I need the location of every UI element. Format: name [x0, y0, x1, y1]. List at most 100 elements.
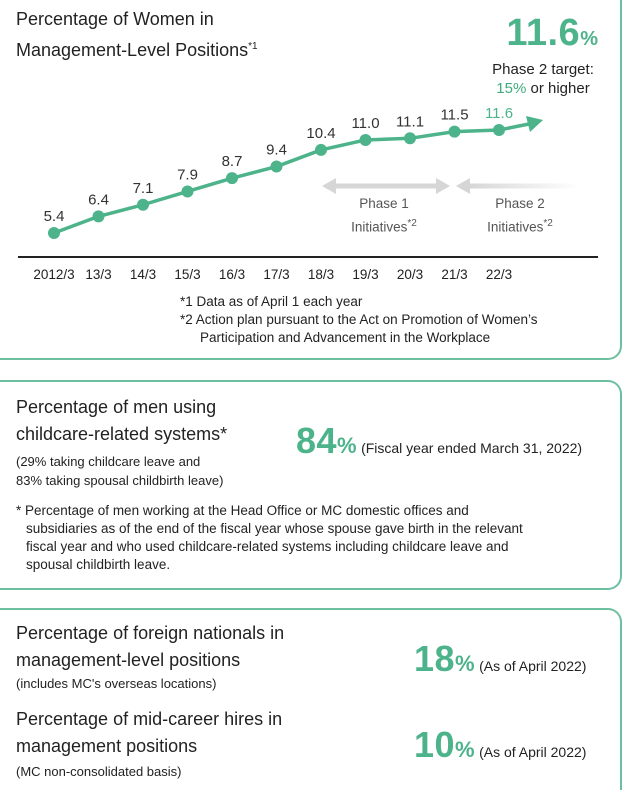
- data-label: 11.1: [396, 113, 424, 130]
- women-management-panel: [0, 0, 622, 360]
- foreign-nationals-title-line2: management-level positions: [16, 650, 241, 670]
- women-chart-title: Percentage of Women in Management-Level …: [16, 6, 258, 64]
- phase2-target-label: Phase 2 target:: [492, 61, 594, 78]
- mid-career-title: Percentage of mid-career hires in manage…: [16, 706, 282, 760]
- diversity-panel: [0, 608, 622, 790]
- women-line-chart: 2012/3 13/3 14/3 15/3 16/3 17/3 18/3 19/3 20/3 21…: [18, 105, 598, 282]
- foreign-nationals-value: 18% (As of April 2022): [414, 638, 586, 680]
- phase2-target-value: 15%: [496, 80, 527, 97]
- men-childcare-title: Percentage of men using childcare-relate…: [16, 394, 227, 448]
- mid-career-title-line1: Percentage of mid-career hires in: [16, 709, 283, 729]
- data-label: 8.7: [222, 153, 243, 170]
- phase2-label: Phase 2 Initiatives*2: [454, 194, 586, 238]
- series-line: [48, 116, 543, 239]
- women-chart-title-line1: Percentage of Women in: [16, 9, 214, 29]
- data-label: 10.4: [306, 125, 335, 142]
- series-trend-arrow-head: [526, 116, 543, 132]
- data-point: [137, 198, 149, 211]
- x-tick-label: 20/3: [397, 267, 423, 282]
- x-axis: 2012/3 13/3 14/3 15/3 16/3 17/3 18/3 19/3 20/3 21…: [18, 256, 598, 282]
- women-chart-title-sup: *1: [248, 41, 258, 52]
- x-tick-label: 16/3: [219, 267, 245, 282]
- x-tick-label: 13/3: [85, 267, 111, 282]
- phase2-arrow-head: [456, 178, 470, 194]
- note-1: *1 Data as of April 1 each year: [180, 294, 363, 309]
- data-point: [404, 132, 416, 145]
- x-tick-label: 18/3: [308, 267, 334, 282]
- data-label: 11.6: [485, 105, 513, 122]
- x-tick-label: 14/3: [130, 267, 156, 282]
- phase2-target-rest: or higher: [526, 80, 590, 97]
- phase-arrows: [322, 178, 580, 194]
- men-childcare-note-line1: * Percentage of men working at the Head …: [16, 503, 469, 518]
- x-tick-label: 15/3: [174, 267, 200, 282]
- women-chart-notes: *1 Data as of April 1 each year *2 Actio…: [180, 293, 537, 347]
- data-point: [315, 143, 327, 156]
- x-tick-label: 19/3: [352, 267, 378, 282]
- foreign-nationals-period: (As of April 2022): [479, 658, 587, 674]
- men-childcare-sub-line1: (29% taking childcare leave and: [16, 454, 201, 469]
- data-label: 11.5: [440, 107, 468, 124]
- phase1-label-sup: *2: [407, 218, 417, 229]
- foreign-nationals-title-line1: Percentage of foreign nationals in: [16, 623, 285, 643]
- data-label: 5.4: [44, 208, 65, 225]
- phase1-arrow-right-head: [436, 178, 450, 194]
- data-label: 6.4: [88, 191, 109, 208]
- data-point: [48, 227, 60, 239]
- phase2-label-line1: Phase 2: [495, 196, 545, 211]
- phase1-label-line2: Initiatives: [351, 219, 408, 235]
- men-childcare-note: * Percentage of men working at the Head …: [16, 502, 523, 574]
- phase2-arrow-shaft: [468, 183, 580, 189]
- phase2-label-line2: Initiatives: [487, 219, 544, 235]
- data-point: [448, 125, 461, 138]
- phase1-label-line1: Phase 1: [359, 196, 409, 211]
- headline-unit: %: [580, 28, 598, 50]
- men-childcare-subtitle: (29% taking childcare leave and 83% taki…: [16, 452, 223, 490]
- data-point: [493, 124, 505, 136]
- men-childcare-panel: [0, 380, 622, 590]
- x-tick-label: 17/3: [263, 267, 289, 282]
- men-childcare-period: (Fiscal year ended March 31, 2022): [361, 440, 583, 456]
- x-tick-label: 2012/3: [33, 267, 74, 282]
- data-label: 11.0: [351, 115, 379, 132]
- data-point: [92, 210, 105, 223]
- phase2-label-sup: *2: [543, 218, 553, 229]
- phase1-label: Phase 1 Initiatives*2: [318, 194, 450, 238]
- data-label: 7.9: [177, 166, 198, 183]
- men-childcare-unit: %: [337, 433, 357, 458]
- data-point: [270, 160, 283, 173]
- data-label: 9.4: [266, 142, 287, 159]
- men-childcare-number: 84: [296, 420, 338, 461]
- mid-career-unit: %: [455, 737, 475, 762]
- women-chart-title-line2: Management-Level Positions: [16, 40, 249, 60]
- mid-career-number: 10: [414, 724, 456, 765]
- phase2-target: Phase 2 target: 15% or higher: [460, 60, 626, 98]
- foreign-nationals-unit: %: [455, 651, 475, 676]
- x-tick-label: 21/3: [441, 267, 467, 282]
- headline-value: 11.6%: [506, 12, 598, 55]
- mid-career-title-line2: management positions: [16, 736, 198, 756]
- men-childcare-note-line2: subsidiaries as of the end of the fiscal…: [26, 521, 523, 536]
- data-labels: 5.4 6.4 7.1 7.9 8.7 9.4 10.4 11.0 11.1 11.5 11.6: [44, 105, 513, 225]
- mid-career-value: 10% (As of April 2022): [414, 724, 586, 766]
- note-2-line2: Participation and Advancement in the Wor…: [200, 330, 491, 345]
- mid-career-period: (As of April 2022): [479, 744, 587, 760]
- data-point: [226, 172, 238, 185]
- note-2-line1: *2 Action plan pursuant to the Act on Pr…: [180, 312, 538, 327]
- data-point: [181, 185, 194, 198]
- foreign-nationals-title: Percentage of foreign nationals in manag…: [16, 620, 284, 674]
- men-childcare-value: 84% (Fiscal year ended March 31, 2022): [296, 420, 582, 462]
- phase1-arrow-left-head: [322, 178, 336, 194]
- data-point: [359, 133, 372, 146]
- x-tick-label: 22/3: [486, 267, 512, 282]
- men-childcare-note-line4: spousal childbirth leave.: [26, 557, 171, 572]
- men-childcare-title-line2: childcare-related systems*: [16, 424, 228, 444]
- men-childcare-sub-line2: 83% taking spousal childbirth leave): [16, 473, 224, 488]
- headline-number: 11.6: [506, 12, 581, 54]
- foreign-nationals-subtitle: (includes MC's overseas locations): [16, 676, 217, 691]
- data-label: 7.1: [133, 180, 154, 197]
- foreign-nationals-number: 18: [414, 638, 456, 679]
- men-childcare-note-line3: fiscal year and who used childcare-relat…: [26, 539, 509, 554]
- mid-career-subtitle: (MC non-consolidated basis): [16, 764, 182, 779]
- men-childcare-title-line1: Percentage of men using: [16, 397, 217, 417]
